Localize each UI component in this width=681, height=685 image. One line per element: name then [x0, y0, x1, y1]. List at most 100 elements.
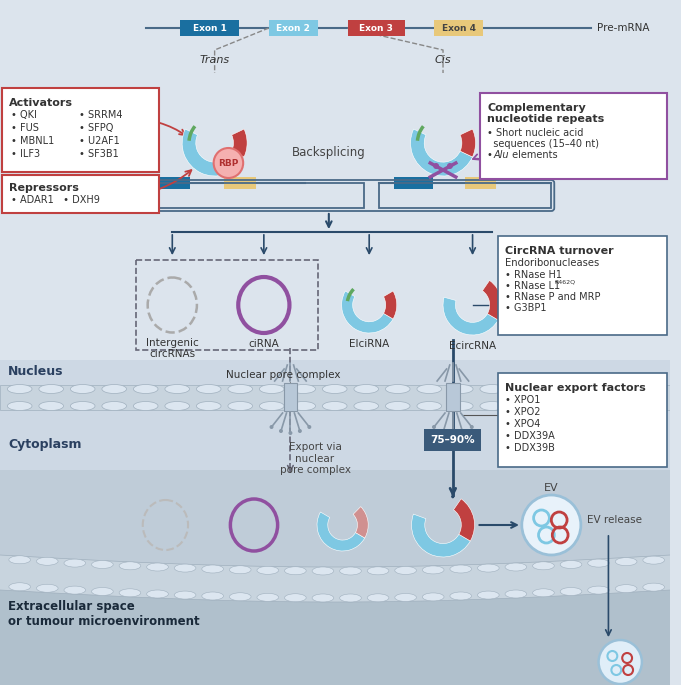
Text: Exon 4: Exon 4	[442, 23, 476, 32]
Ellipse shape	[229, 566, 251, 574]
Text: • G3BP1: • G3BP1	[505, 303, 547, 313]
Wedge shape	[182, 129, 244, 176]
Ellipse shape	[450, 565, 471, 573]
Ellipse shape	[395, 593, 417, 601]
Text: EIciRNA: EIciRNA	[349, 339, 390, 349]
Text: Nuclear pore complex: Nuclear pore complex	[227, 370, 341, 380]
Ellipse shape	[505, 590, 526, 598]
Ellipse shape	[543, 401, 567, 410]
Text: RBP: RBP	[218, 158, 238, 168]
Text: R462Q: R462Q	[554, 279, 575, 284]
Text: • SRRM4: • SRRM4	[79, 110, 123, 120]
Bar	[0, 470, 671, 570]
Circle shape	[441, 429, 445, 433]
Ellipse shape	[606, 401, 631, 410]
Ellipse shape	[533, 562, 554, 570]
Wedge shape	[232, 129, 247, 157]
Ellipse shape	[367, 566, 389, 575]
Circle shape	[214, 148, 243, 178]
Ellipse shape	[480, 401, 505, 410]
Bar	[0, 570, 671, 685]
Ellipse shape	[7, 401, 32, 410]
Ellipse shape	[146, 563, 168, 571]
Text: Export via
nuclear
pore complex: Export via nuclear pore complex	[279, 442, 351, 475]
Ellipse shape	[36, 584, 58, 593]
Text: Activators: Activators	[9, 98, 73, 108]
Circle shape	[522, 495, 581, 555]
Text: nucleotide repeats: nucleotide repeats	[488, 114, 605, 124]
Text: Exon 3: Exon 3	[359, 23, 393, 32]
Ellipse shape	[257, 593, 279, 601]
Circle shape	[270, 425, 274, 429]
Ellipse shape	[477, 564, 499, 572]
Ellipse shape	[36, 558, 58, 565]
Ellipse shape	[133, 384, 158, 393]
Ellipse shape	[259, 401, 284, 410]
Text: • XPO1: • XPO1	[505, 395, 541, 405]
Text: • ADAR1   • DXH9: • ADAR1 • DXH9	[11, 195, 99, 205]
Ellipse shape	[64, 586, 86, 594]
Bar	[0, 360, 671, 470]
Circle shape	[279, 429, 283, 433]
Text: Endoribonucleases: Endoribonucleases	[505, 258, 599, 268]
FancyBboxPatch shape	[498, 373, 667, 467]
Bar	[151, 177, 190, 189]
Text: Exon 1: Exon 1	[193, 23, 227, 32]
Ellipse shape	[229, 593, 251, 601]
Bar	[394, 177, 433, 189]
Text: Cis: Cis	[434, 55, 452, 65]
Ellipse shape	[588, 586, 609, 594]
Ellipse shape	[257, 566, 279, 574]
Text: ciRNA: ciRNA	[249, 339, 279, 349]
Ellipse shape	[395, 566, 417, 575]
Text: 75–90%: 75–90%	[430, 435, 475, 445]
Ellipse shape	[575, 384, 599, 393]
Ellipse shape	[505, 563, 526, 571]
Text: CircRNA turnover: CircRNA turnover	[505, 246, 614, 256]
Ellipse shape	[480, 384, 505, 393]
Ellipse shape	[165, 384, 189, 393]
Ellipse shape	[511, 384, 536, 393]
Ellipse shape	[291, 401, 315, 410]
Ellipse shape	[422, 566, 444, 574]
Ellipse shape	[643, 583, 665, 591]
Text: sequences (15–40 nt): sequences (15–40 nt)	[488, 139, 599, 149]
Circle shape	[599, 640, 642, 684]
Ellipse shape	[422, 593, 444, 601]
Bar	[347, 20, 405, 36]
Text: • QKI: • QKI	[11, 110, 37, 120]
Ellipse shape	[91, 588, 113, 595]
Text: Cytoplasm: Cytoplasm	[8, 438, 81, 451]
Ellipse shape	[367, 594, 389, 602]
Circle shape	[307, 425, 311, 429]
Ellipse shape	[588, 559, 609, 567]
FancyBboxPatch shape	[498, 236, 667, 335]
Wedge shape	[411, 514, 471, 557]
Text: Trans: Trans	[200, 55, 229, 65]
Text: • RNase P and MRP: • RNase P and MRP	[505, 292, 601, 302]
Bar	[180, 20, 239, 36]
Text: EV: EV	[544, 483, 558, 493]
Text: Exon 2: Exon 2	[276, 23, 311, 32]
Ellipse shape	[9, 583, 31, 590]
Circle shape	[451, 431, 455, 435]
Ellipse shape	[533, 589, 554, 597]
Text: • RNase H1: • RNase H1	[505, 270, 562, 280]
Ellipse shape	[322, 384, 347, 393]
Ellipse shape	[637, 384, 662, 393]
Ellipse shape	[174, 591, 196, 599]
Ellipse shape	[385, 384, 410, 393]
Ellipse shape	[9, 556, 31, 564]
Ellipse shape	[511, 401, 536, 410]
Ellipse shape	[340, 594, 362, 602]
Bar	[269, 20, 318, 36]
Ellipse shape	[165, 401, 189, 410]
Ellipse shape	[340, 567, 362, 575]
Ellipse shape	[322, 401, 347, 410]
Text: Pre-mRNA: Pre-mRNA	[597, 23, 649, 33]
Ellipse shape	[196, 401, 221, 410]
Ellipse shape	[417, 401, 441, 410]
Text: EcircRNA: EcircRNA	[449, 341, 496, 351]
Ellipse shape	[102, 401, 127, 410]
Text: Alu: Alu	[493, 150, 509, 160]
